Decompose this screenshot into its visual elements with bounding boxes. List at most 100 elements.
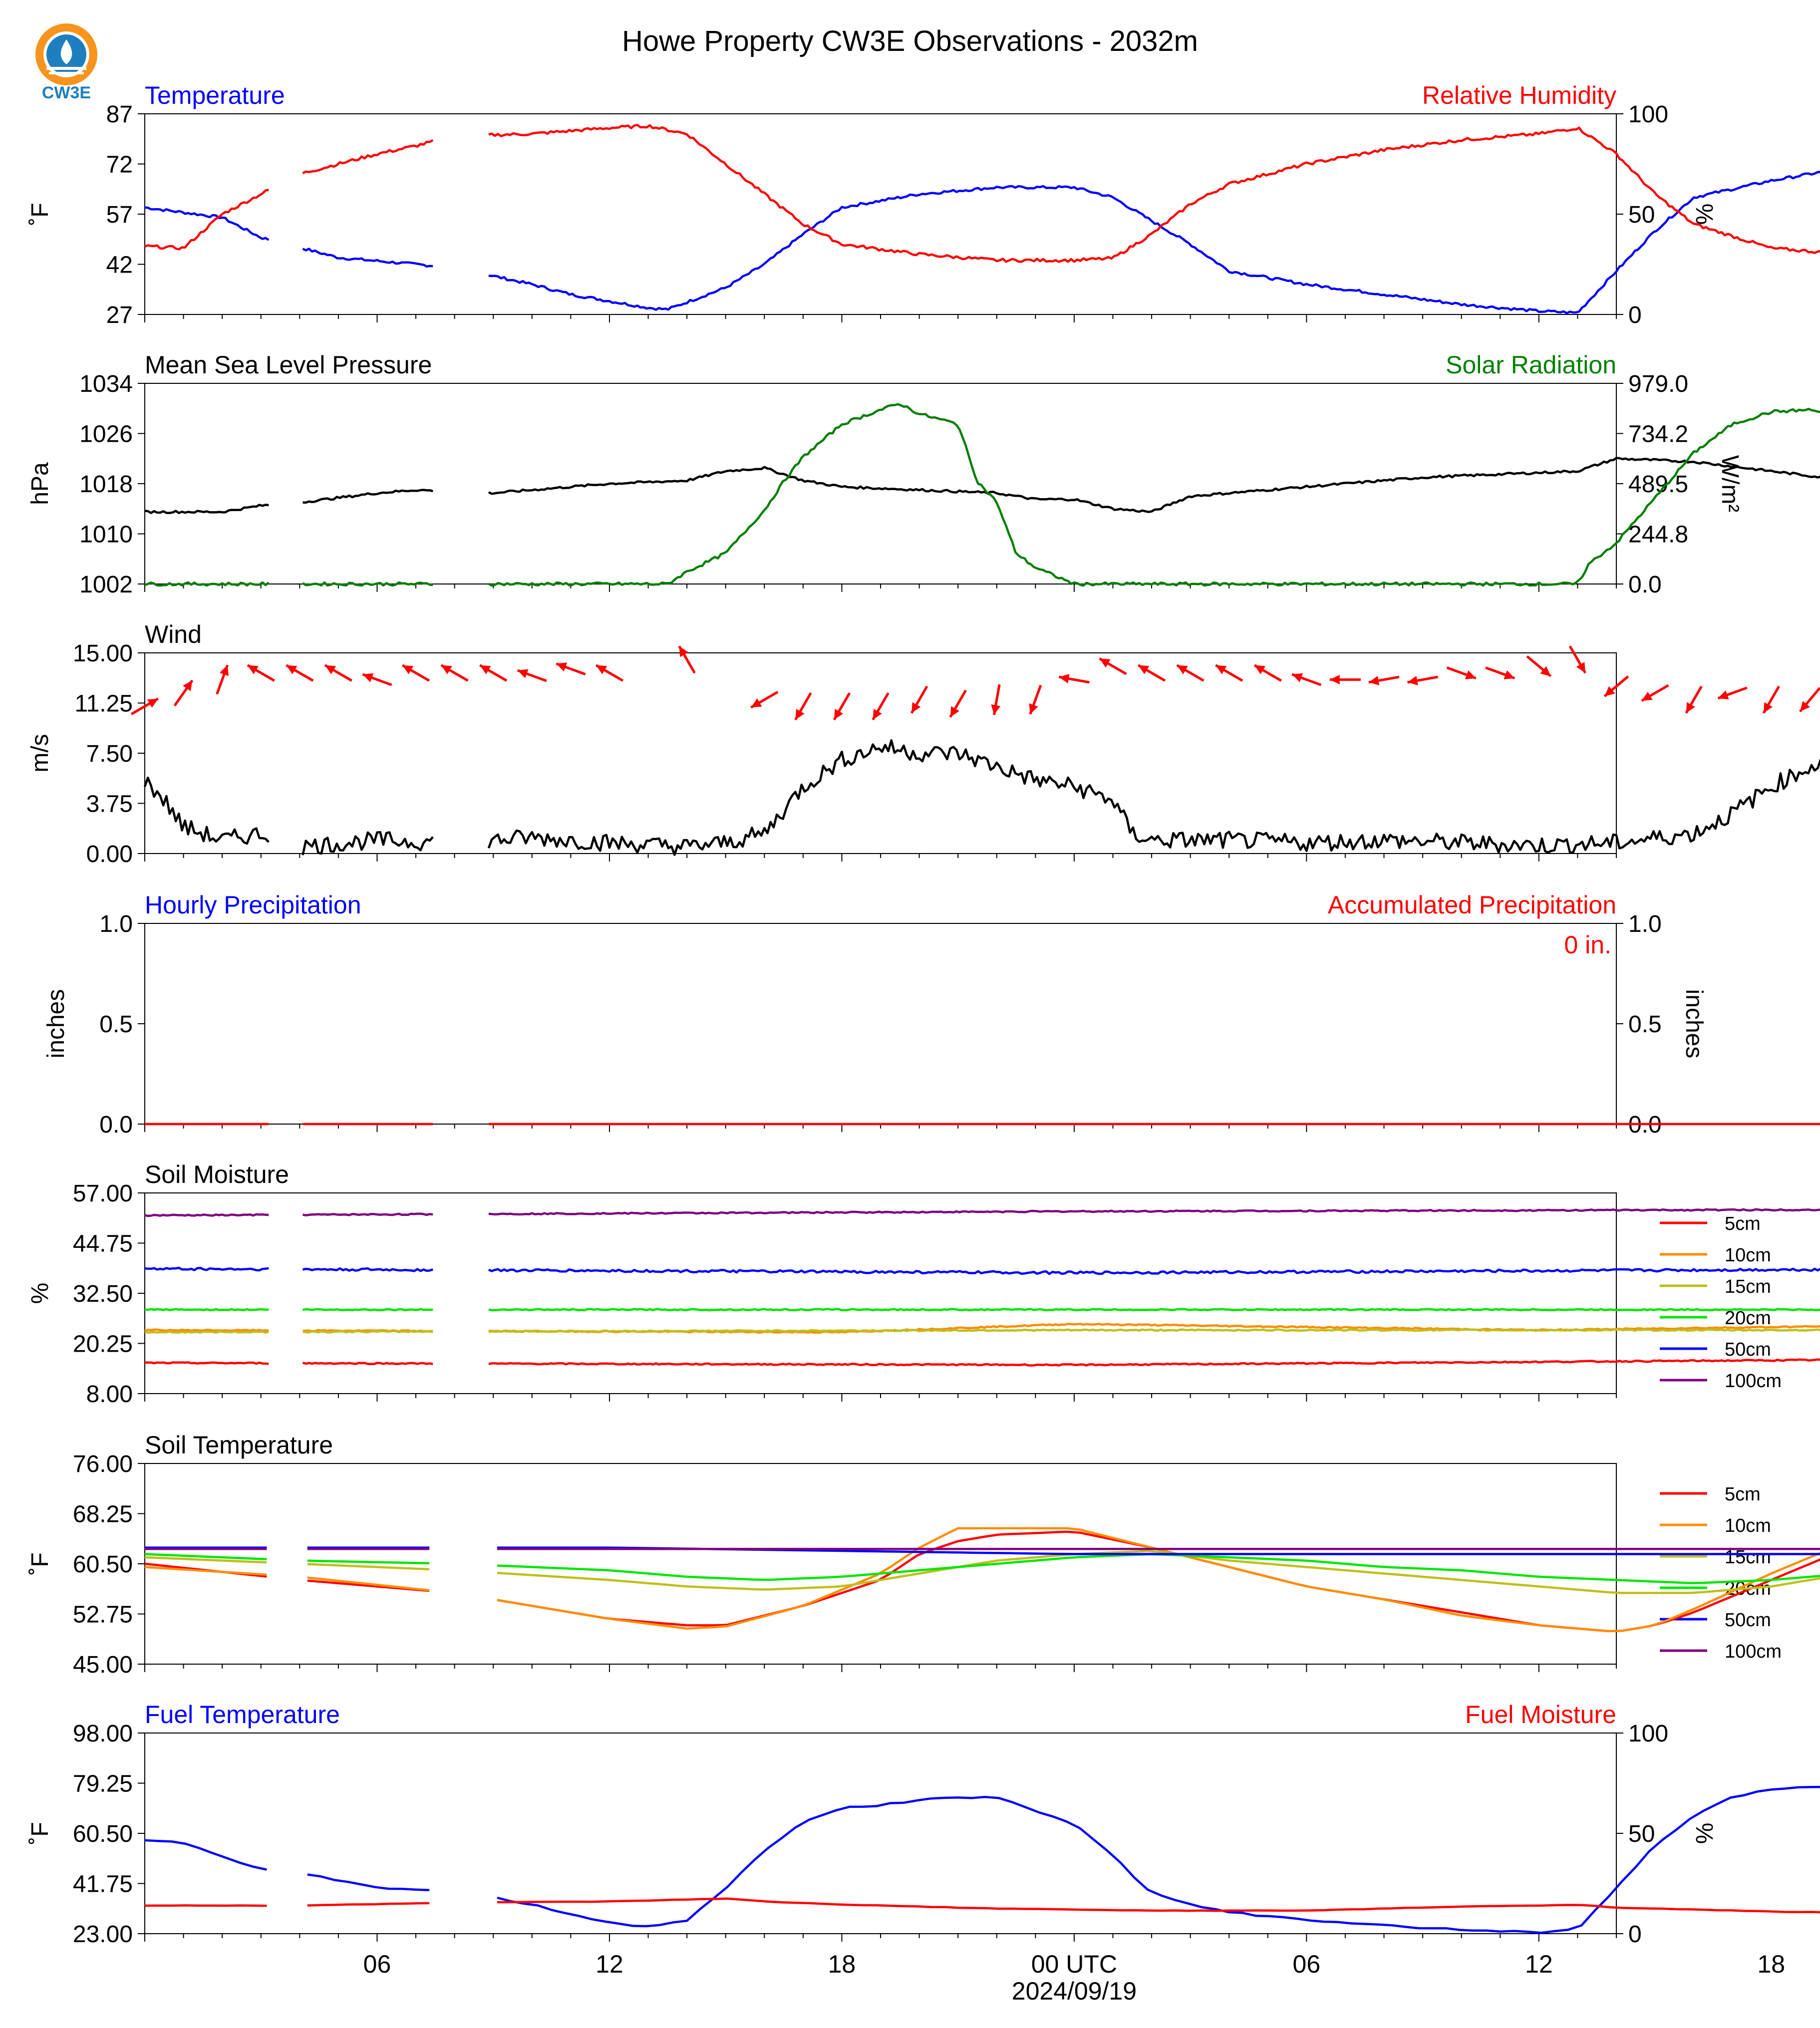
y-tick-label: 1002 [79, 572, 133, 598]
wind-arrow-head [1504, 670, 1515, 680]
y2-tick-label: 100 [1628, 101, 1668, 128]
y-tick-label: 68.25 [73, 1501, 133, 1528]
panel-title-left: Wind [145, 620, 202, 648]
x-tick-date: 2024/09/19 [1012, 1977, 1137, 2005]
wind-arrow-head [1029, 703, 1038, 714]
wind-arrow-head [1540, 666, 1551, 676]
series-sm_50cm [144, 1266, 1820, 1275]
legend-label: 100cm [1725, 1371, 1782, 1392]
y2-tick-label: 0 [1628, 1921, 1642, 1948]
logo-drop [60, 39, 72, 64]
legend-label: 5cm [1725, 1484, 1761, 1505]
y-tick-label: 57 [106, 202, 133, 228]
series-st_10cm [144, 1527, 1820, 1633]
x-tick-label: 00 UTC [1031, 1950, 1117, 1978]
panel-fuel [138, 1733, 1623, 1942]
panel-soil_moisture [138, 1192, 1707, 1402]
wind-arrow-head [219, 665, 229, 676]
y-tick-label: 15.00 [73, 640, 133, 667]
y-tick-label: 0.5 [99, 1011, 133, 1038]
wind-arrow-head [362, 673, 374, 682]
wind-arrow-head [247, 665, 259, 674]
legend-label: 10cm [1725, 1245, 1771, 1266]
wind-arrow-head [1329, 675, 1340, 685]
y-tick-label: 20.25 [73, 1331, 133, 1358]
y-tick-label: 45.00 [73, 1652, 133, 1678]
y-axis-label-left: % [27, 1283, 53, 1304]
y2-tick-label: 244.8 [1628, 522, 1688, 548]
series-humidity [144, 124, 1820, 263]
wind-arrow-head [1368, 676, 1380, 685]
y-tick-label: 60.50 [73, 1821, 133, 1847]
wind-arrow-head [1059, 674, 1070, 684]
y-tick-label: 23.00 [73, 1921, 133, 1948]
x-tick-label: 06 [1293, 1950, 1321, 1978]
panel-title-left: Hourly Precipitation [145, 891, 361, 919]
wind-arrow-head [1763, 702, 1773, 713]
x-tick-label: 18 [828, 1950, 856, 1978]
y-tick-label: 0.00 [86, 841, 133, 868]
logo-text: CW3E [42, 83, 91, 102]
wind-arrow-head [556, 662, 568, 672]
y-axis-label-left: ˚F [27, 1822, 53, 1844]
y-tick-label: 27 [106, 302, 133, 328]
panel-title-left: Fuel Temperature [145, 1701, 340, 1729]
x-tick-label: 12 [596, 1950, 623, 1978]
wind-arrow-head [183, 680, 193, 691]
wind-arrow-head [1718, 690, 1729, 700]
series-sm_5cm [144, 1358, 1820, 1367]
y-tick-label: 79.25 [73, 1771, 133, 1797]
wind-arrow-head [1254, 665, 1265, 674]
wind-arrow-head [402, 665, 414, 674]
y-tick-label: 1034 [79, 371, 133, 397]
wind-arrow-head [147, 698, 158, 708]
y-tick-label: 1.0 [99, 911, 133, 937]
y-tick-label: 76.00 [73, 1451, 133, 1477]
y-tick-label: 11.25 [74, 691, 133, 717]
y-tick-label: 72 [106, 152, 133, 178]
y2-tick-label: 0.0 [1628, 572, 1662, 598]
cw3e-logo: CW3E [29, 17, 104, 102]
y2-tick-label: 734.2 [1628, 421, 1688, 448]
series-fuel_moisture [144, 1897, 1820, 1914]
wind-arrow-head [480, 665, 491, 674]
wind-arrow-head [1686, 702, 1695, 713]
series-st_20cm [144, 1553, 1820, 1584]
logo-icon: CW3E [35, 23, 97, 102]
panel-frame [144, 113, 1617, 315]
wind-arrow-head [950, 706, 959, 717]
y-axis-label-right: % [1691, 1823, 1717, 1844]
wind-arrow-head [596, 665, 607, 674]
legend-label: 100cm [1725, 1641, 1782, 1662]
x-tick-label: 12 [1525, 1950, 1553, 1978]
wind-direction-arrows [130, 645, 1820, 721]
wind-arrow-head [1407, 676, 1418, 685]
series-st_5cm [144, 1530, 1820, 1633]
wind-arrow-head [286, 665, 298, 674]
y2-tick-label: 0.5 [1628, 1011, 1662, 1038]
legend-label: 15cm [1725, 1276, 1771, 1297]
panel-precip [138, 923, 1623, 1132]
series-solar [144, 403, 1820, 587]
y2-tick-label: 50 [1628, 202, 1655, 228]
y2-tick-label: 0 [1628, 302, 1642, 328]
x-tick-label: 06 [363, 1950, 391, 1978]
wind-arrow-head [1215, 665, 1227, 674]
wind-arrow-head [1604, 686, 1615, 696]
panel-wind [138, 652, 1617, 862]
legend-label: 5cm [1725, 1213, 1761, 1234]
y-tick-label: 8.00 [86, 1381, 133, 1408]
wind-arrow-head [441, 665, 452, 674]
series-wind_speed [143, 739, 1820, 856]
y2-tick-label: 100 [1628, 1721, 1668, 1747]
panel-title-left: Temperature [145, 81, 285, 109]
chart-title: Howe Property CW3E Observations - 2032m [622, 25, 1198, 57]
series-st_50cm [145, 1546, 1820, 1555]
legend-label: 50cm [1725, 1610, 1771, 1631]
wind-arrow-head [834, 709, 844, 720]
y-tick-label: 98.00 [73, 1721, 133, 1747]
panel-frame [144, 652, 1617, 854]
y-tick-label: 41.75 [73, 1871, 133, 1898]
y-axis-label-left: m/s [27, 734, 53, 772]
